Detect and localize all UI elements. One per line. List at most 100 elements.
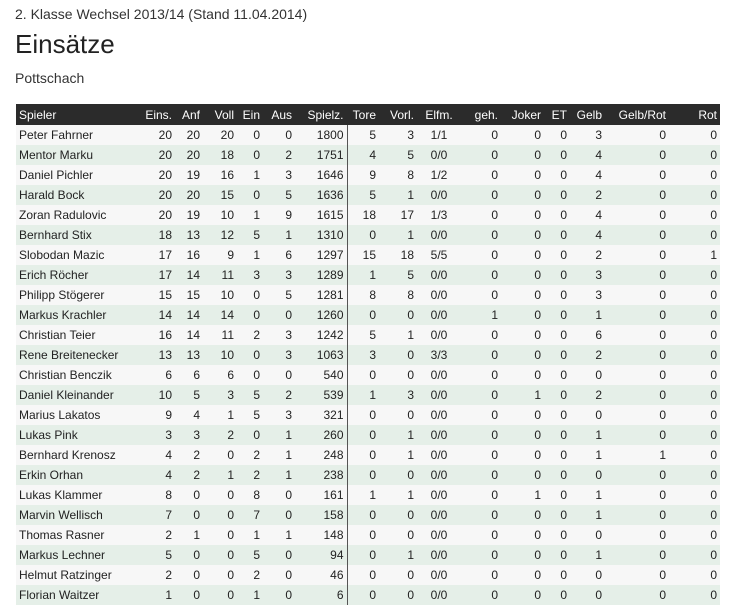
appearances-cell: 9 xyxy=(138,405,175,425)
red-cell: 0 xyxy=(669,345,720,365)
missed-cell: 0 xyxy=(461,365,501,385)
subbed-in-cell: 2 xyxy=(237,445,263,465)
penalties-cell: 0/0 xyxy=(417,325,461,345)
column-header-subbed-in[interactable]: Ein xyxy=(237,104,263,125)
column-header-appearances[interactable]: Eins. xyxy=(138,104,175,125)
player-name: Christian Teier xyxy=(16,325,138,345)
column-header-full-games[interactable]: Voll xyxy=(203,104,237,125)
column-header-assists[interactable]: Vorl. xyxy=(379,104,417,125)
full-games-cell: 11 xyxy=(203,265,237,285)
missed-cell: 0 xyxy=(461,125,501,145)
subbed-out-cell: 1 xyxy=(263,445,295,465)
own-goals-cell: 0 xyxy=(544,205,570,225)
starts-cell: 16 xyxy=(175,245,203,265)
appearances-cell: 20 xyxy=(138,165,175,185)
column-header-red[interactable]: Rot xyxy=(669,104,720,125)
player-name: Zoran Radulovic xyxy=(16,205,138,225)
column-header-yellow-red[interactable]: Gelb/Rot xyxy=(605,104,669,125)
own-goals-cell: 0 xyxy=(544,185,570,205)
own-goals-cell: 0 xyxy=(544,245,570,265)
red-cell: 0 xyxy=(669,425,720,445)
minutes-cell: 94 xyxy=(295,545,348,565)
column-header-starts[interactable]: Anf xyxy=(175,104,203,125)
player-name: Philipp Stögerer xyxy=(16,285,138,305)
missed-cell: 0 xyxy=(461,485,501,505)
table-row: Florian Waitzer 1 0 0 1 0 6 0 0 0/0 0 0 0 0 0 0 xyxy=(16,585,720,605)
yellow-red-cell: 0 xyxy=(605,405,669,425)
full-games-cell: 12 xyxy=(203,225,237,245)
penalties-cell: 3/3 xyxy=(417,345,461,365)
column-header-goals[interactable]: Tore xyxy=(347,104,379,125)
assists-cell: 1 xyxy=(379,445,417,465)
assists-cell: 1 xyxy=(379,325,417,345)
yellow-red-cell: 0 xyxy=(605,325,669,345)
joker-cell: 0 xyxy=(501,225,544,245)
minutes-cell: 1636 xyxy=(295,185,348,205)
starts-cell: 2 xyxy=(175,445,203,465)
full-games-cell: 0 xyxy=(203,565,237,585)
table-row: Christian Teier 16 14 11 2 3 1242 5 1 0/0 0 0 0 6 0 0 xyxy=(16,325,720,345)
yellow-cell: 4 xyxy=(570,145,605,165)
red-cell: 0 xyxy=(669,405,720,425)
missed-cell: 0 xyxy=(461,265,501,285)
starts-cell: 2 xyxy=(175,465,203,485)
own-goals-cell: 0 xyxy=(544,485,570,505)
missed-cell: 0 xyxy=(461,325,501,345)
full-games-cell: 16 xyxy=(203,165,237,185)
column-header-subbed-out[interactable]: Aus xyxy=(263,104,295,125)
column-header-minutes[interactable]: Spielz. xyxy=(295,104,348,125)
yellow-red-cell: 0 xyxy=(605,225,669,245)
yellow-red-cell: 1 xyxy=(605,445,669,465)
yellow-red-cell: 0 xyxy=(605,245,669,265)
subbed-out-cell: 2 xyxy=(263,385,295,405)
column-header-own-goals[interactable]: ET xyxy=(544,104,570,125)
yellow-red-cell: 0 xyxy=(605,465,669,485)
goals-cell: 1 xyxy=(347,385,379,405)
subbed-in-cell: 5 xyxy=(237,225,263,245)
yellow-red-cell: 0 xyxy=(605,385,669,405)
full-games-cell: 0 xyxy=(203,445,237,465)
yellow-cell: 1 xyxy=(570,425,605,445)
yellow-red-cell: 0 xyxy=(605,545,669,565)
player-name: Lukas Klammer xyxy=(16,485,138,505)
column-header-player[interactable]: Spieler xyxy=(16,104,138,125)
player-name: Helmut Ratzinger xyxy=(16,565,138,585)
player-name: Marius Lakatos xyxy=(16,405,138,425)
own-goals-cell: 0 xyxy=(544,345,570,365)
full-games-cell: 0 xyxy=(203,545,237,565)
column-header-yellow[interactable]: Gelb xyxy=(570,104,605,125)
table-row: Slobodan Mazic 17 16 9 1 6 1297 15 18 5/5 0 0 0 2 0 1 xyxy=(16,245,720,265)
breadcrumb: 2. Klasse Wechsel 2013/14 (Stand 11.04.2… xyxy=(15,6,308,22)
minutes-cell: 1260 xyxy=(295,305,348,325)
own-goals-cell: 0 xyxy=(544,505,570,525)
penalties-cell: 0/0 xyxy=(417,485,461,505)
joker-cell: 0 xyxy=(501,445,544,465)
red-cell: 0 xyxy=(669,165,720,185)
full-games-cell: 2 xyxy=(203,425,237,445)
appearances-cell: 17 xyxy=(138,265,175,285)
column-header-missed[interactable]: geh. xyxy=(461,104,501,125)
subbed-out-cell: 0 xyxy=(263,305,295,325)
joker-cell: 0 xyxy=(501,285,544,305)
red-cell: 1 xyxy=(669,245,720,265)
table-row: Markus Krachler 14 14 14 0 0 1260 0 0 0/0 1 0 0 1 0 0 xyxy=(16,305,720,325)
assists-cell: 8 xyxy=(379,165,417,185)
table-row: Christian Benczik 6 6 6 0 0 540 0 0 0/0 0 0 0 0 0 0 xyxy=(16,365,720,385)
own-goals-cell: 0 xyxy=(544,585,570,605)
yellow-cell: 3 xyxy=(570,125,605,145)
appearances-cell: 16 xyxy=(138,325,175,345)
starts-cell: 19 xyxy=(175,205,203,225)
column-header-penalties[interactable]: Elfm. xyxy=(417,104,461,125)
goals-cell: 5 xyxy=(347,125,379,145)
red-cell: 0 xyxy=(669,485,720,505)
column-header-joker[interactable]: Joker xyxy=(501,104,544,125)
missed-cell: 0 xyxy=(461,565,501,585)
assists-cell: 8 xyxy=(379,285,417,305)
subbed-out-cell: 3 xyxy=(263,345,295,365)
minutes-cell: 6 xyxy=(295,585,348,605)
subbed-in-cell: 2 xyxy=(237,325,263,345)
red-cell: 0 xyxy=(669,305,720,325)
subbed-out-cell: 3 xyxy=(263,405,295,425)
appearances-cell: 20 xyxy=(138,185,175,205)
